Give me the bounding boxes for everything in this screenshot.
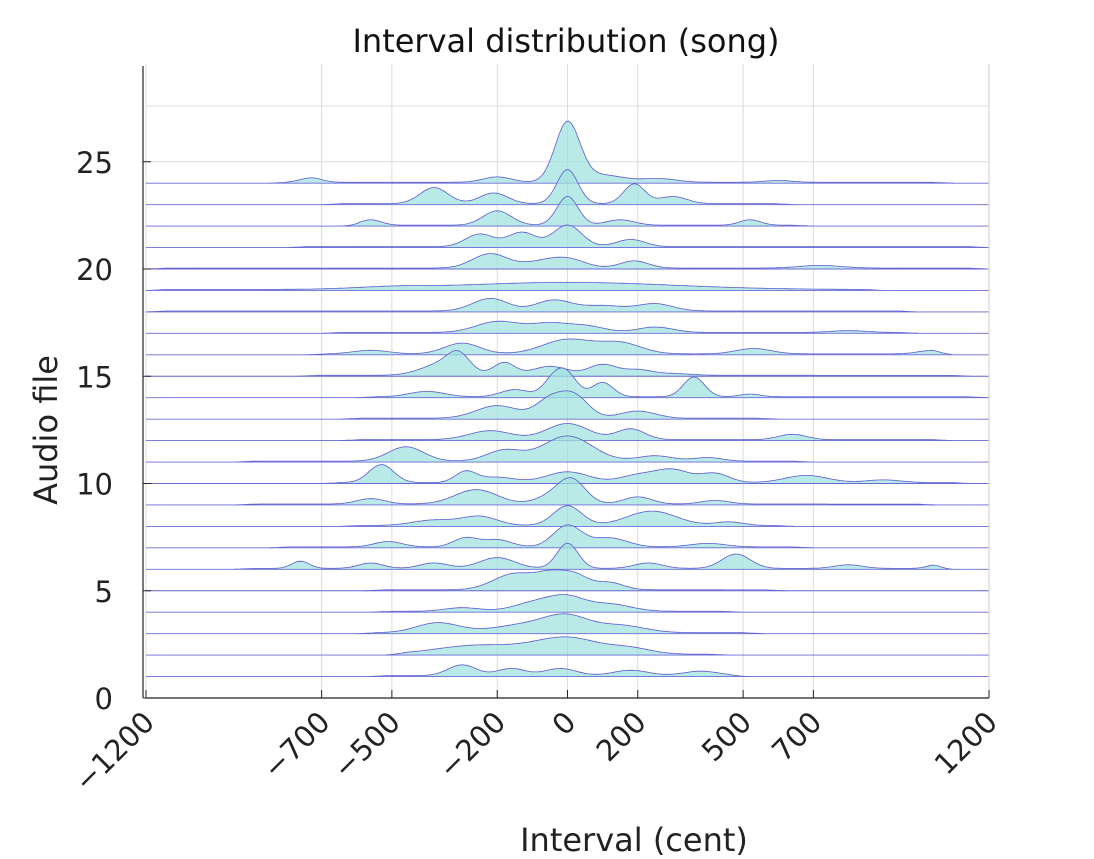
- ridge-area-file-22: [339, 196, 814, 227]
- ridge-outline-file-16: [307, 338, 953, 356]
- ridge-outline-file-1: [367, 664, 749, 677]
- ridge-area-file-15: [297, 350, 972, 377]
- y-tick-label: 5: [95, 575, 113, 609]
- y-tick-label: 0: [95, 682, 113, 716]
- ridge-area-file-1: [367, 664, 751, 677]
- ridge-outline-file-9: [233, 477, 936, 506]
- ridge-area-file-7: [268, 524, 814, 548]
- ridge-outline-file-2: [384, 636, 729, 656]
- ridge-area-file-11: [233, 435, 814, 463]
- x-axis-label: Interval (cent): [520, 821, 748, 859]
- ridge-outline-file-5: [363, 569, 786, 592]
- x-tick-label: 0: [545, 705, 582, 742]
- ridge-outline-file-7: [268, 524, 813, 549]
- ridge-outline-file-13: [339, 390, 778, 420]
- x-tick-label: −700: [256, 705, 336, 785]
- ridgeline-series: [145, 120, 990, 677]
- ridge-area-file-24: [268, 121, 954, 184]
- ridge-outline-file-23: [321, 169, 796, 206]
- chart-title: Interval distribution (song): [352, 22, 779, 60]
- ridge-outline-file-18: [145, 298, 918, 313]
- ridge-outline-file-6: [233, 542, 953, 570]
- ridge-area-file-19: [146, 282, 884, 291]
- ridge-area-file-3: [356, 613, 765, 634]
- x-tick-label: −200: [432, 705, 512, 785]
- ridge-area-file-12: [339, 423, 954, 441]
- ridge-area-file-10: [321, 464, 972, 484]
- ridge-area-file-8: [339, 505, 796, 527]
- y-axis-label: Audio file: [27, 355, 65, 505]
- ridge-area-file-20: [146, 253, 989, 269]
- ridge-outline-file-17: [321, 320, 919, 334]
- y-tick-label: 25: [76, 146, 113, 180]
- y-tick-label: 15: [76, 360, 113, 394]
- ridge-area-file-4: [370, 594, 744, 613]
- x-tick-label: −1200: [68, 705, 161, 798]
- ridge-outline-file-12: [339, 423, 953, 441]
- ridge-area-file-6: [233, 543, 954, 570]
- ridge-area-file-23: [321, 169, 796, 205]
- ridge-outline-file-22: [339, 196, 814, 227]
- ridge-outline-file-10: [321, 464, 971, 484]
- x-tick-label: 1200: [928, 705, 1004, 781]
- ridge-area-file-21: [286, 225, 989, 248]
- ridge-outline-file-14: [356, 367, 990, 399]
- ridge-outline-file-15: [296, 350, 972, 377]
- x-tick-label: 500: [695, 705, 758, 768]
- ridge-outline-file-20: [145, 253, 990, 270]
- ridge-area-file-16: [307, 338, 954, 355]
- ridge-outline-file-4: [370, 594, 742, 613]
- ridge-area-file-13: [339, 390, 779, 420]
- y-tick-label: 20: [76, 253, 113, 287]
- x-tick-label: −500: [326, 705, 406, 785]
- ridge-area-file-14: [356, 367, 989, 398]
- ridge-area-file-17: [321, 321, 919, 334]
- ridge-area-file-5: [363, 569, 786, 591]
- ridge-outline-file-21: [286, 224, 989, 248]
- y-tick-label: 10: [76, 468, 113, 502]
- ridge-outline-file-8: [339, 505, 795, 527]
- ridge-area-file-2: [384, 636, 730, 656]
- ridge-area-file-9: [233, 477, 937, 505]
- ridge-outline-file-3: [356, 613, 764, 634]
- ridge-outline-file-11: [233, 435, 814, 463]
- ridge-outline-file-24: [268, 120, 954, 184]
- ridge-outline-file-19: [146, 281, 884, 291]
- x-tick-label: 700: [765, 705, 828, 768]
- x-tick-label: 200: [590, 705, 653, 768]
